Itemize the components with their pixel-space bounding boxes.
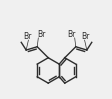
Text: Br: Br — [67, 30, 75, 39]
Text: Br: Br — [37, 30, 45, 39]
Text: Br: Br — [23, 32, 31, 41]
Text: Br: Br — [81, 32, 89, 41]
